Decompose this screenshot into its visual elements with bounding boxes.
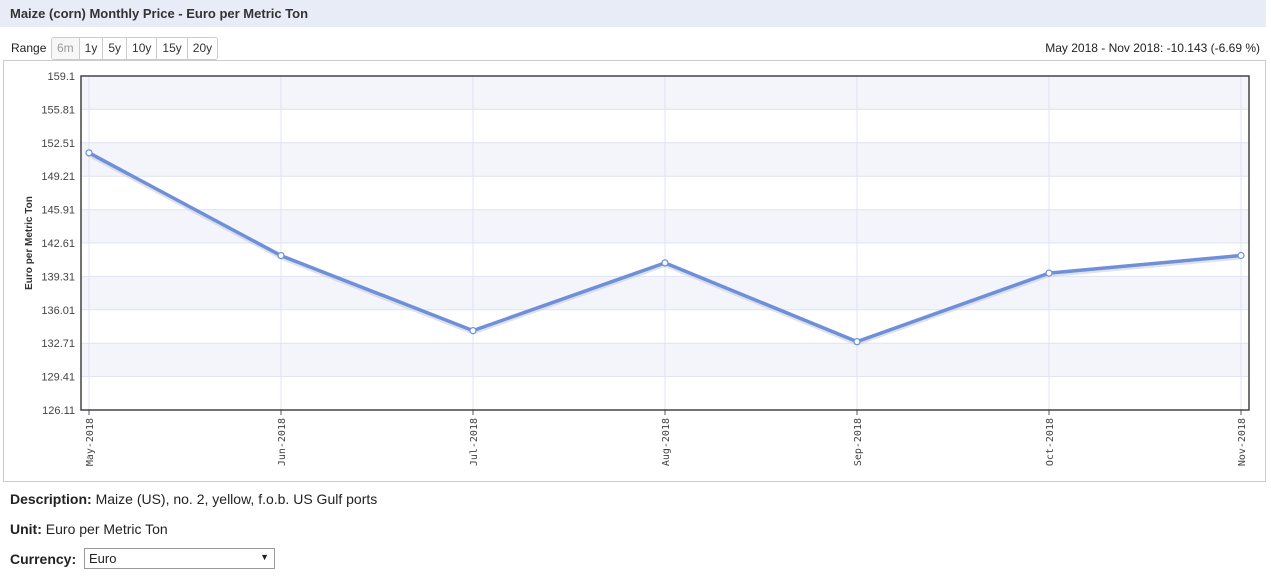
page-title: Maize (corn) Monthly Price - Euro per Me… [10, 6, 309, 21]
line-chart: 159.1 155.81 152.51 149.21 145.91 142.61 139.3… [24, 71, 1250, 466]
y-tick-label: 152.51 [41, 138, 75, 150]
y-tick-label: 129.41 [41, 372, 75, 384]
range-button-20y[interactable]: 20y [187, 38, 218, 59]
data-point[interactable] [661, 259, 669, 267]
currency-selected-value: Euro [89, 551, 117, 566]
description-label: Description: [10, 491, 92, 507]
currency-select[interactable]: Euro ▼ [84, 548, 275, 569]
chart-frame: 159.1 155.81 152.51 149.21 145.91 142.61 139.3… [3, 60, 1266, 482]
x-tick-label: Nov-2018 [1237, 418, 1248, 466]
currency-row: Currency: [10, 551, 76, 567]
y-tick-label: 155.81 [41, 104, 75, 116]
data-point[interactable] [1045, 269, 1053, 277]
y-tick-label: 142.61 [41, 238, 75, 250]
chevron-down-icon: ▼ [260, 552, 269, 562]
range-button-15y[interactable]: 15y [157, 38, 188, 59]
unit-value: Euro per Metric Ton [45, 521, 168, 537]
y-tick-label: 139.31 [41, 271, 75, 283]
y-tick-label: 149.21 [41, 171, 75, 183]
y-axis-label: Euro per Metric Ton [24, 196, 35, 290]
unit-label: Unit: [10, 521, 42, 537]
data-point[interactable] [469, 327, 477, 335]
y-tick-label: 136.01 [41, 305, 75, 317]
y-tick-label: 145.91 [41, 205, 75, 217]
plot-border [80, 75, 1250, 411]
range-label: Range [11, 41, 47, 55]
x-tick-label: Sep-2018 [853, 418, 864, 466]
y-tick-label: 159.1 [47, 71, 75, 83]
currency-label: Currency: [10, 551, 77, 567]
x-tick-label: Jun-2018 [277, 418, 288, 466]
range-summary: May 2018 - Nov 2018: -10.143 (-6.69 %) [1045, 41, 1260, 55]
chart-header: Maize (corn) Monthly Price - Euro per Me… [0, 0, 1266, 27]
unit-row: Unit: Euro per Metric Ton [10, 521, 168, 537]
range-button-6m[interactable]: 6m [52, 38, 80, 59]
data-point[interactable] [277, 252, 285, 260]
x-tick-label: May-2018 [85, 418, 96, 466]
data-point[interactable] [853, 338, 861, 346]
y-tick-label: 132.71 [41, 338, 75, 350]
description-value: Maize (US), no. 2, yellow, f.o.b. US Gul… [95, 491, 378, 507]
range-button-5y[interactable]: 5y [103, 38, 128, 59]
x-tick-label: Oct-2018 [1045, 418, 1056, 466]
data-point[interactable] [1237, 251, 1245, 260]
range-button-10y[interactable]: 10y [127, 38, 158, 59]
data-point[interactable] [85, 149, 93, 157]
range-selector: 6m 1y 5y 10y 15y 20y [51, 37, 219, 60]
x-tick-label: Aug-2018 [661, 418, 672, 466]
x-tick-label: Jul-2018 [469, 418, 480, 466]
description-row: Description: Maize (US), no. 2, yellow, … [10, 491, 377, 507]
y-tick-label: 126.11 [42, 405, 75, 417]
range-button-1y[interactable]: 1y [79, 38, 104, 59]
